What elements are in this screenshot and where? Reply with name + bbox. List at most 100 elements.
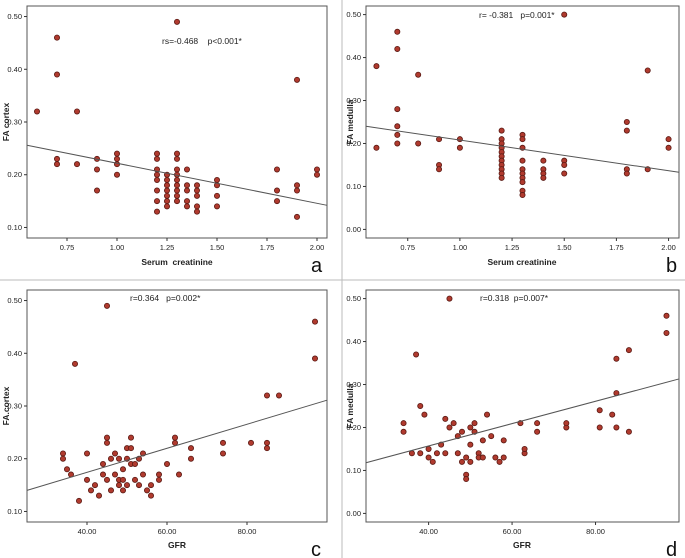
data-point [116,455,123,462]
y-tick-label: 0.00 [346,225,361,234]
data-point [114,171,121,178]
data-point [139,471,146,478]
x-tick-label: 0.75 [60,243,75,252]
data-point [124,482,131,489]
data-point [442,415,449,422]
data-point [625,428,632,435]
regression-line [26,144,328,206]
data-point [153,187,160,194]
regression-line [26,399,328,491]
data-point [100,471,107,478]
x-tick-label: 1.00 [453,243,468,252]
data-point [644,67,651,74]
y-tick-label: 0.20 [7,170,22,179]
data-point [373,144,380,151]
data-point [116,482,123,489]
x-tick-label: 1.25 [505,243,520,252]
y-tick-label: 0.10 [346,182,361,191]
data-point [273,198,280,205]
data-point [153,155,160,162]
data-point [534,428,541,435]
regression-line [365,125,680,173]
data-point [421,411,428,418]
data-point [415,140,422,147]
data-point [394,140,401,147]
data-point [163,176,170,183]
data-point [263,392,270,399]
data-point [175,471,182,478]
data-point [54,34,61,41]
data-point [293,182,300,189]
data-point [311,355,318,362]
data-point [54,161,61,168]
data-point [561,170,568,177]
data-point [479,437,486,444]
data-point [417,450,424,457]
data-point [163,460,170,467]
data-point [193,203,200,210]
x-axis-title: GFR [513,540,531,550]
data-point [394,45,401,52]
data-point [413,351,420,358]
data-point [173,176,180,183]
panel-label: b [666,255,677,277]
axis-ticks: 40.00 60.00 80.00 0.00 0.10 0.20 0.30 0.40 0.50 [346,294,605,536]
data-point [213,203,220,210]
data-point [88,487,95,494]
data-point [446,295,453,302]
data-point [275,392,282,399]
scatter-points [34,18,320,220]
data-point [456,144,463,151]
data-point [519,136,526,143]
data-point [183,187,190,194]
data-point [400,420,407,427]
data-point [446,424,453,431]
x-tick-label: 40.00 [419,527,438,536]
x-axis-title: Serum creatinine [141,257,213,267]
data-point [173,18,180,25]
data-point [173,182,180,189]
data-point [173,192,180,199]
x-tick-label: 40.00 [78,527,97,536]
y-tick-label: 0.30 [346,380,361,389]
data-point [519,157,526,164]
data-point [112,450,119,457]
x-tick-label: 2.00 [310,243,325,252]
scatter-points [400,295,670,483]
x-axis-title: GFR [168,540,186,550]
data-point [114,155,121,162]
y-axis-title: FA medulla [345,99,355,144]
data-point [456,136,463,143]
data-point [120,476,127,483]
x-tick-label: 0.75 [400,243,415,252]
panel-a: 0.75 1.00 1.25 1.50 1.75 2.00 0.10 0.20 0.30 0.40… [1,5,328,277]
x-tick-label: 1.50 [210,243,225,252]
data-point [131,460,138,467]
y-tick-label: 0.50 [7,12,22,21]
y-tick-label: 0.20 [346,139,361,148]
data-point [623,119,630,126]
data-point [187,455,194,462]
data-point [213,192,220,199]
data-point [425,445,432,452]
panel-label: d [666,539,677,558]
data-point [193,182,200,189]
data-point [34,108,41,115]
plot-frame [26,289,328,523]
plot-frame [365,5,680,239]
correlation-annotation: r= -0.381 p=0.001* [479,10,555,20]
y-tick-label: 0.40 [7,349,22,358]
data-point [561,11,568,18]
data-point [163,182,170,189]
x-tick-label: 80.00 [586,527,605,536]
data-point [498,174,505,181]
panel-d: 40.00 60.00 80.000.000.100.200.300.400.50 … [345,289,680,558]
data-point [458,458,465,465]
data-point [313,166,320,173]
data-point [100,460,107,467]
data-point [183,198,190,205]
data-point [467,441,474,448]
data-point [373,63,380,70]
y-tick-label: 0.10 [346,466,361,475]
data-point [313,171,320,178]
